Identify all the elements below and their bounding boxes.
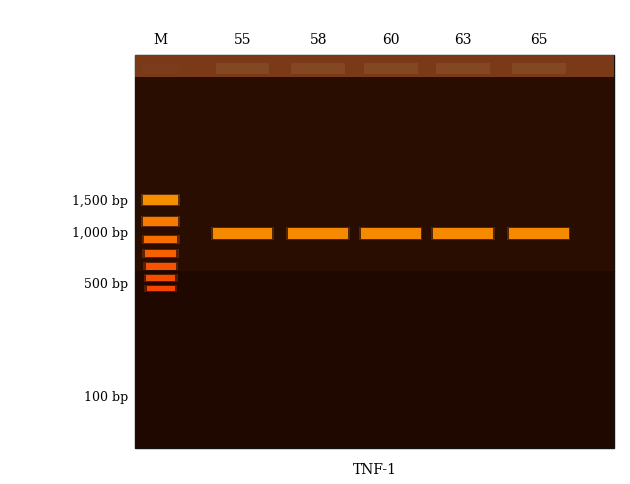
Bar <box>142 66 180 75</box>
Bar <box>135 56 614 77</box>
Text: 1,000 bp: 1,000 bp <box>72 227 128 240</box>
Bar <box>359 227 422 241</box>
Text: 100 bp: 100 bp <box>84 390 128 403</box>
Bar <box>215 64 270 75</box>
Bar <box>364 64 418 75</box>
Text: 500 bp: 500 bp <box>84 277 128 290</box>
Text: 1,500 bp: 1,500 bp <box>72 194 128 207</box>
Bar <box>144 196 178 206</box>
Bar <box>291 64 345 75</box>
Bar <box>144 236 177 244</box>
Bar <box>507 227 570 241</box>
Text: 60: 60 <box>382 33 399 47</box>
Bar <box>147 286 175 292</box>
Text: M: M <box>154 33 168 47</box>
Bar <box>213 229 272 240</box>
Bar <box>141 217 181 227</box>
Bar <box>135 56 614 271</box>
Text: 63: 63 <box>454 33 472 47</box>
Bar <box>433 229 493 240</box>
Bar <box>210 227 275 241</box>
Bar <box>144 274 178 283</box>
Bar <box>144 218 178 227</box>
Bar <box>436 64 490 75</box>
Bar <box>145 250 176 257</box>
Bar <box>146 263 176 270</box>
Bar <box>431 227 495 241</box>
Text: 55: 55 <box>234 33 251 47</box>
Bar <box>509 229 569 240</box>
Bar <box>289 229 348 240</box>
Text: TNF-1: TNF-1 <box>353 463 397 476</box>
Bar <box>141 195 181 207</box>
Bar <box>142 235 180 245</box>
Bar <box>142 249 179 258</box>
Bar <box>143 262 178 271</box>
Bar <box>144 285 177 293</box>
Bar <box>135 56 614 448</box>
Bar <box>360 229 421 240</box>
Text: 58: 58 <box>309 33 327 47</box>
Bar <box>287 227 350 241</box>
Text: 65: 65 <box>530 33 547 47</box>
Bar <box>146 275 175 282</box>
Bar <box>512 64 566 75</box>
